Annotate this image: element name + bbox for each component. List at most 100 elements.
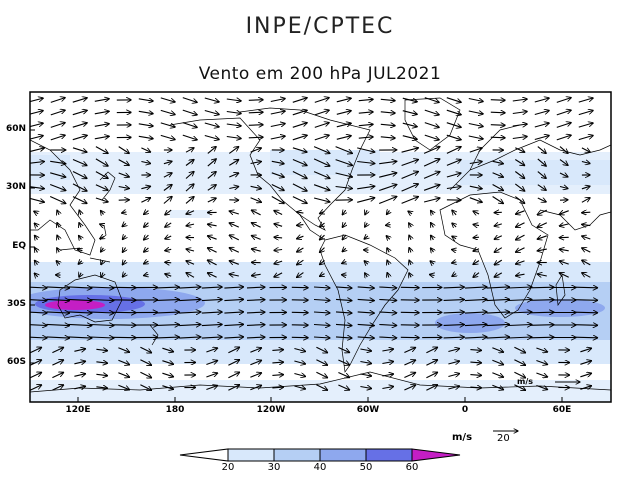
wind-vector-488 xyxy=(464,324,487,325)
wind-vector-164 xyxy=(207,172,216,179)
wind-vector-150 xyxy=(469,162,482,164)
wind-vector-165 xyxy=(229,173,238,178)
wind-vector-323 xyxy=(274,250,283,251)
wind-vector-475 xyxy=(179,324,201,325)
wind-vector-496 xyxy=(68,337,92,338)
wind-vector-416 xyxy=(30,300,47,301)
wind-vector-448 xyxy=(156,312,180,313)
wind-vector-13 xyxy=(314,98,329,103)
wind-vector-138 xyxy=(207,159,216,167)
wind-vector-278 xyxy=(431,223,434,228)
wind-vector-481 xyxy=(313,325,330,326)
wind-vector-238 xyxy=(122,212,127,213)
wind-vector-452 xyxy=(246,312,265,313)
wind-vector-241 xyxy=(186,211,195,214)
wind-vector-179 xyxy=(537,171,546,179)
wind-vector-228 xyxy=(469,197,482,203)
wind-vector-515 xyxy=(486,337,510,338)
wind-vector-270 xyxy=(251,223,261,228)
wind-vector-16 xyxy=(380,99,395,100)
wind-vector-413 xyxy=(529,287,554,288)
wind-vector-196 xyxy=(335,187,353,189)
wind-vector-616 xyxy=(426,385,437,391)
wind-vector-425 xyxy=(224,299,243,300)
wind-vector-623 xyxy=(580,386,591,390)
wind-vector-483 xyxy=(357,324,375,325)
wind-vector-613 xyxy=(360,387,371,389)
wind-vector-52 xyxy=(30,123,43,128)
wind-vector-271 xyxy=(274,224,283,227)
wind-vector-149 xyxy=(446,160,461,166)
wind-vector-107 xyxy=(95,146,108,154)
wind-vector-289 xyxy=(100,236,104,238)
wind-vector-462 xyxy=(464,312,487,313)
wind-vector-484 xyxy=(379,325,396,326)
wind-vector-526 xyxy=(162,348,173,352)
wind-vector-533 xyxy=(316,346,327,352)
wind-vector-2 xyxy=(72,98,87,103)
wind-vector-508 xyxy=(335,337,352,338)
wind-vector-79 xyxy=(50,135,65,141)
wind-vector-69 xyxy=(402,122,417,127)
wind-vector-309 xyxy=(537,236,547,239)
wind-vector-368 xyxy=(122,273,125,277)
wind-vector-290 xyxy=(122,236,125,240)
wind-vector-99 xyxy=(490,137,505,138)
wind-vector-209 xyxy=(49,195,66,204)
wind-vector-272 xyxy=(297,225,304,226)
wind-vector-21 xyxy=(490,100,505,101)
wind-vector-537 xyxy=(404,348,415,354)
wind-vector-234 xyxy=(34,211,38,214)
wind-vector-353 xyxy=(364,261,368,264)
wind-vector-610 xyxy=(294,386,305,389)
wind-vector-519 xyxy=(574,337,597,338)
lon-label-0: 0 xyxy=(461,405,469,415)
wind-vector-158 xyxy=(72,171,87,179)
wind-vector-383 xyxy=(452,274,456,277)
wind-vector-91 xyxy=(314,135,329,141)
wind-vector-141 xyxy=(271,161,284,163)
wind-vector-214 xyxy=(163,197,172,204)
wind-vector-589 xyxy=(404,373,415,379)
wind-vector-233 xyxy=(581,198,590,203)
wind-vector-153 xyxy=(537,158,546,166)
colorbar-cell-30-40 xyxy=(273,448,321,462)
wind-vector-175 xyxy=(446,173,461,178)
wind-vector-57 xyxy=(138,124,153,126)
wind-vector-185 xyxy=(95,184,108,191)
wind-vector-73 xyxy=(490,125,505,126)
wind-vector-335 xyxy=(537,249,547,251)
wind-vector-269 xyxy=(229,223,240,228)
wind-vector-583 xyxy=(272,375,283,376)
wind-vector-369 xyxy=(144,274,149,275)
wind-vector-103 xyxy=(578,135,593,141)
wind-vector-162 xyxy=(163,173,172,178)
wind-vector-200 xyxy=(423,185,440,191)
wind-vector-136 xyxy=(163,161,172,163)
wind-vector-585 xyxy=(316,371,327,377)
wind-vector-108 xyxy=(118,146,130,154)
wind-vector-170 xyxy=(335,172,353,177)
wind-vector-266 xyxy=(165,223,172,227)
wind-vector-358 xyxy=(473,261,480,265)
wind-vector-254 xyxy=(473,211,480,214)
wind-vector-88 xyxy=(248,137,263,138)
wind-vector-6 xyxy=(160,97,175,102)
wind-vector-474 xyxy=(156,325,180,326)
wind-vector-604 xyxy=(162,386,173,390)
wind-vector-84 xyxy=(160,134,175,139)
wind-vector-337 xyxy=(582,248,591,253)
wind-vector-148 xyxy=(423,159,440,167)
wind-vector-379 xyxy=(365,273,368,277)
wind-vector-451 xyxy=(224,312,243,313)
wind-vector-221 xyxy=(313,197,330,202)
wind-vector-25 xyxy=(578,98,593,103)
wind-vector-246 xyxy=(297,212,304,213)
wind-vector-61 xyxy=(226,124,241,126)
wind-vector-201 xyxy=(446,187,461,189)
colorbar-label-60: 60 xyxy=(405,462,419,473)
wind-vector-580 xyxy=(206,373,217,378)
wind-vector-268 xyxy=(207,224,217,226)
wind-vector-619 xyxy=(492,384,503,389)
